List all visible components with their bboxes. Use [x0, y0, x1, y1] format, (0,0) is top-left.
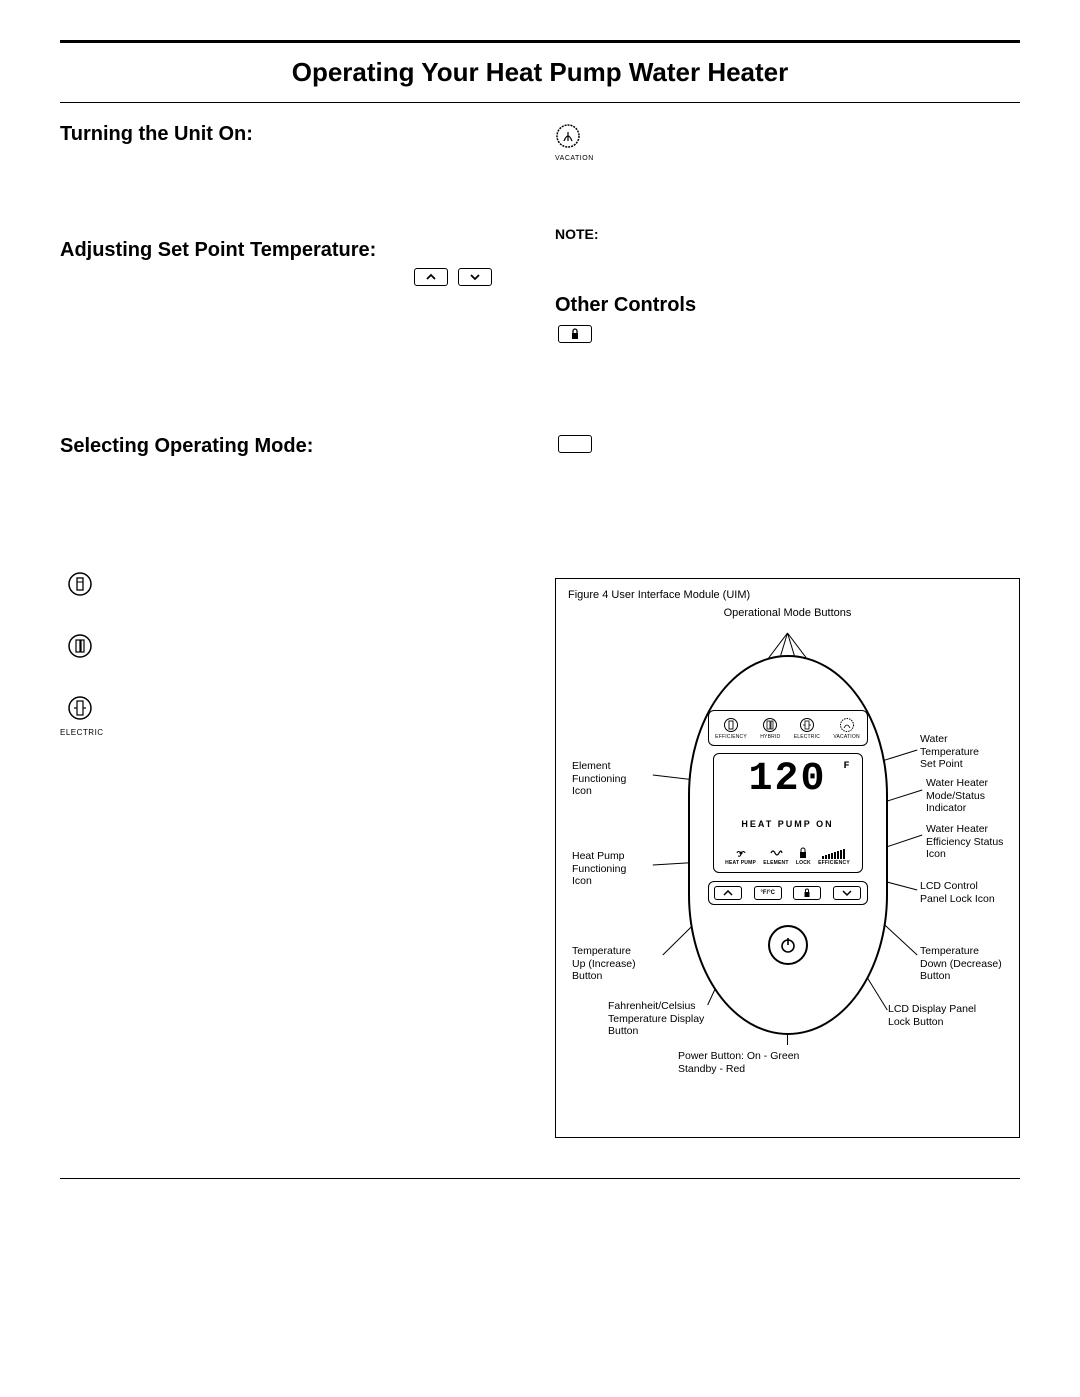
body-fc: Lorem ipsum dolor sit amet consectetur a…	[555, 464, 1020, 564]
lock-button[interactable]	[793, 886, 821, 900]
electric-icon-label: ELECTRIC	[60, 728, 100, 737]
callout-temp-down: Temperature Down (Decrease) Button	[920, 945, 1002, 983]
body-vacation: Lorem ipsum dolor sit amet.	[555, 172, 1020, 212]
mode-row-hybrid: Lorem ipsum dolor sit amet consectetur a…	[60, 633, 525, 683]
callout-heatpump-functioning: Heat Pump Functioning Icon	[572, 850, 626, 888]
note-label: NOTE:	[555, 226, 1020, 242]
temp-down-button[interactable]	[833, 886, 861, 900]
callout-power-button: Power Button: On - Green Standby - Red	[678, 1050, 799, 1075]
mode-label-vacation: VACATION	[833, 734, 859, 740]
mode-btn-electric[interactable]: ELECTRIC	[794, 717, 820, 740]
efficiency-mode-icon	[67, 584, 93, 601]
left-column: Turning the Unit On: Lorem ipsum placeho…	[60, 123, 525, 1138]
body-adjust-setpoint: Lorem ipsum placeholder adjusting set po…	[60, 296, 525, 405]
callout-lock-button: LCD Display Panel Lock Button	[888, 1003, 976, 1028]
mode-btn-vacation[interactable]: VACATION	[833, 717, 859, 740]
mode-label-electric: ELECTRIC	[794, 734, 820, 740]
mode-row-electric: ELECTRIC Lorem ipsum dolor sit amet cons…	[60, 695, 525, 745]
figure-4-box: Figure 4 User Interface Module (UIM) Ope…	[555, 578, 1020, 1138]
power-button[interactable]	[768, 925, 808, 965]
body-lock: Lorem ipsum dolor sit amet consectetur a…	[555, 351, 1020, 421]
heading-selecting-mode: Selecting Operating Mode:	[60, 435, 525, 458]
hybrid-mode-icon	[67, 646, 93, 663]
body-selecting-mode-intro: Lorem ipsum dolor sit amet, consectetur …	[60, 466, 525, 557]
rule-top	[60, 40, 1020, 43]
vacation-icon-label: VACATION	[555, 155, 1020, 162]
lock-key-illustration	[555, 325, 1020, 345]
figure-stage: EFFICIENCY HYBRID ELECTRIC VACATION	[568, 625, 1007, 1125]
lock-key-icon	[558, 325, 592, 343]
mode-button-row: EFFICIENCY HYBRID ELECTRIC VACATION	[708, 710, 868, 746]
figure-caption: Figure 4 User Interface Module (UIM)	[568, 589, 1007, 601]
fc-toggle-label: °F/°C	[761, 890, 775, 896]
mode-btn-hybrid[interactable]: HYBRID	[760, 717, 780, 740]
up-arrow-key-icon	[414, 268, 448, 286]
callout-element-functioning: Element Functioning Icon	[572, 760, 626, 798]
right-column: VACATION Lorem ipsum dolor sit amet. NOT…	[555, 123, 1020, 1138]
vacation-mode-icon	[555, 136, 581, 153]
mode-btn-efficiency[interactable]: EFFICIENCY	[715, 717, 747, 740]
mode-hybrid-text: Lorem ipsum dolor sit amet consectetur a…	[112, 633, 525, 683]
heading-adjust-setpoint: Adjusting Set Point Temperature:	[60, 239, 376, 262]
two-column-layout: Turning the Unit On: Lorem ipsum placeho…	[60, 123, 1020, 1138]
lcd-icons-row: HEAT PUMP ELEMENT LOCK EFFICIENCY	[722, 847, 854, 866]
heading-turning-on: Turning the Unit On:	[60, 123, 525, 146]
lcd-icon-lock: LOCK	[796, 847, 811, 866]
lcd-icon-element: ELEMENT	[763, 847, 788, 866]
callout-temp-up: Temperature Up (Increase) Button	[572, 945, 636, 983]
body-turning-on: Lorem ipsum placeholder text occupying t…	[60, 154, 525, 209]
empty-key-illustration	[555, 435, 1020, 458]
mode-label-hybrid: HYBRID	[760, 734, 780, 740]
blank-key-icon	[558, 435, 592, 453]
down-arrow-key-icon	[458, 268, 492, 286]
vacation-icon-block: VACATION	[555, 123, 1020, 162]
page-title: Operating Your Heat Pump Water Heater	[60, 57, 1020, 88]
lcd-panel: 120 F HEAT PUMP ON HEAT PUMP ELEMENT	[713, 753, 863, 873]
arrow-keys-illustration	[60, 268, 525, 286]
fc-toggle-button[interactable]: °F/°C	[754, 886, 782, 900]
lcd-temp-value: 120	[748, 757, 826, 802]
mode-row-efficiency: Lorem ipsum dolor sit amet consectetur a…	[60, 571, 525, 621]
lcd-status-line: HEAT PUMP ON	[722, 819, 854, 829]
mode-label-efficiency: EFFICIENCY	[715, 734, 747, 740]
rule-footer	[60, 1178, 1020, 1179]
callout-lock-icon: LCD Control Panel Lock Icon	[920, 880, 995, 905]
mode-efficiency-text: Lorem ipsum dolor sit amet consectetur a…	[112, 571, 525, 621]
lcd-temp-readout: 120 F	[722, 760, 854, 800]
rule-under-title	[60, 102, 1020, 103]
body-note: Lorem ipsum dolor sit.	[555, 250, 1020, 280]
callout-fc-button: Fahrenheit/Celsius Temperature Display B…	[608, 1000, 704, 1038]
temp-up-button[interactable]	[714, 886, 742, 900]
callout-mode-status: Water Heater Mode/Status Indicator	[926, 777, 988, 815]
callout-setpoint: Water Temperature Set Point	[920, 733, 979, 771]
figure-subcaption: Operational Mode Buttons	[568, 607, 1007, 619]
lcd-icon-heatpump: HEAT PUMP	[725, 847, 756, 866]
lcd-icon-efficiency: EFFICIENCY	[818, 847, 850, 866]
electric-mode-icon	[67, 708, 93, 725]
mode-electric-text: Lorem ipsum dolor sit amet consectetur a…	[112, 695, 525, 745]
lcd-temp-unit: F	[843, 762, 851, 772]
bottom-key-row: °F/°C	[708, 881, 868, 905]
callout-efficiency-status: Water Heater Efficiency Status Icon	[926, 823, 1003, 861]
heading-other-controls: Other Controls	[555, 294, 1020, 317]
